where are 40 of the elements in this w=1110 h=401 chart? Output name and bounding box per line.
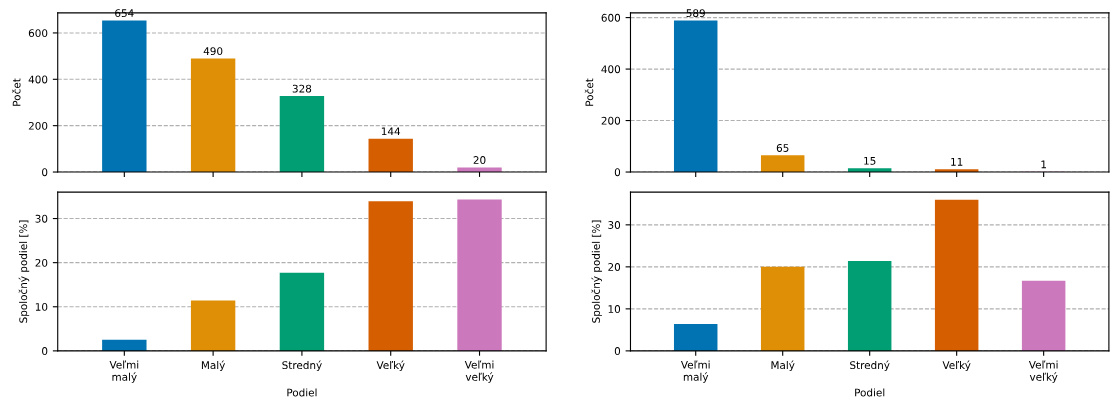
y-tick-label: 400 [601, 65, 621, 74]
y-tick-label: 20 [35, 258, 48, 267]
data-label: 11 [951, 158, 963, 166]
x-tick-label: Veľmi veľký [1028, 360, 1058, 383]
y-tick-label: 10 [35, 302, 48, 311]
y-tick-label: 200 [601, 116, 621, 125]
y-tick-label: 20 [608, 263, 621, 271]
x-tick-label: Malý [771, 360, 795, 372]
x-tick-label: Stredný [282, 360, 322, 372]
x-tick-label: Veľký [376, 360, 405, 372]
data-label: 1 [1041, 160, 1046, 169]
y-tick-label: 0 [614, 347, 621, 355]
y-tick-label: 600 [28, 29, 48, 38]
data-label: 328 [292, 84, 312, 93]
y-tick-label: 400 [28, 75, 48, 84]
y-tick-label: 0 [614, 168, 621, 177]
y-axis-title: Spoločný podiel [%] [591, 220, 602, 323]
x-axis-title: Podiel [287, 388, 317, 397]
data-label: 15 [864, 157, 876, 165]
y-tick-label: 600 [601, 13, 621, 22]
data-label: 144 [381, 127, 401, 136]
x-axis-title: Podiel [855, 388, 885, 397]
y-axis-title: Počet [584, 78, 594, 106]
y-tick-label: 0 [42, 347, 48, 355]
y-tick-label: 30 [608, 221, 621, 229]
x-tick-label: Veľký [942, 360, 971, 372]
x-tick-label: Veľmi malý [109, 360, 139, 383]
data-label: 65 [776, 144, 789, 152]
data-label: 20 [473, 156, 486, 164]
x-tick-label: Malý [201, 360, 226, 372]
y-axis-title: Počet [12, 78, 21, 106]
y-tick-label: 30 [35, 214, 48, 223]
data-label: 490 [203, 47, 223, 56]
x-tick-label: Veľmi veľký [464, 360, 494, 383]
y-tick-label: 0 [42, 168, 48, 177]
y-tick-label: 200 [28, 121, 48, 130]
x-tick-label: Stredný [850, 360, 890, 372]
y-axis-title: Spoločný podiel [%] [18, 220, 30, 323]
y-tick-label: 10 [608, 305, 621, 313]
x-tick-label: Veľmi malý [680, 360, 710, 383]
